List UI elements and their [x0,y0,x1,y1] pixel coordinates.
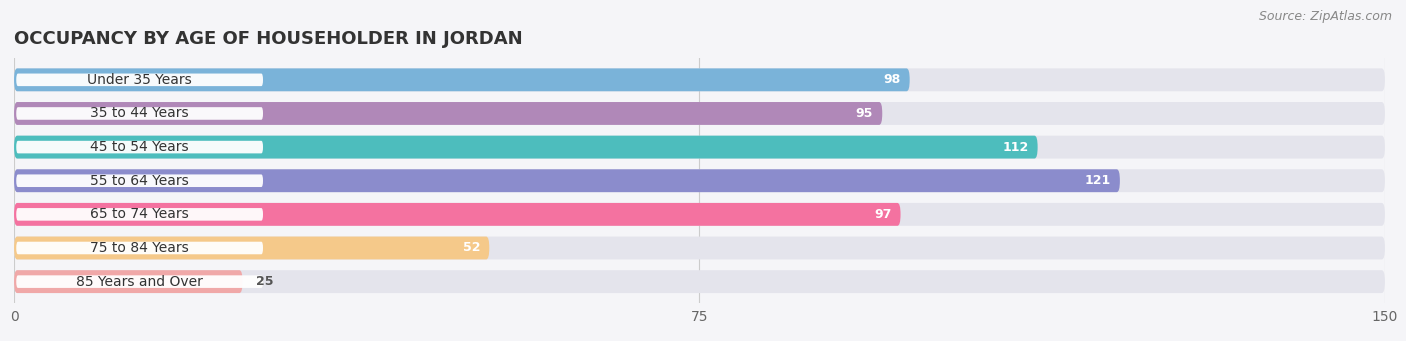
Text: 85 Years and Over: 85 Years and Over [76,275,202,288]
FancyBboxPatch shape [17,208,263,221]
FancyBboxPatch shape [14,237,1385,260]
FancyBboxPatch shape [14,270,243,293]
Text: 95: 95 [856,107,873,120]
FancyBboxPatch shape [14,270,1385,293]
Text: 45 to 54 Years: 45 to 54 Years [90,140,188,154]
FancyBboxPatch shape [14,69,1385,91]
Text: 112: 112 [1002,140,1029,153]
FancyBboxPatch shape [14,203,901,226]
Text: 55 to 64 Years: 55 to 64 Years [90,174,188,188]
Text: 121: 121 [1084,174,1111,187]
Text: 65 to 74 Years: 65 to 74 Years [90,207,188,221]
FancyBboxPatch shape [14,136,1385,159]
FancyBboxPatch shape [14,203,1385,226]
Text: 35 to 44 Years: 35 to 44 Years [90,106,188,120]
Text: 98: 98 [883,73,901,86]
FancyBboxPatch shape [14,69,910,91]
Text: 52: 52 [463,241,481,254]
FancyBboxPatch shape [17,175,263,187]
Text: 25: 25 [256,275,274,288]
Text: OCCUPANCY BY AGE OF HOUSEHOLDER IN JORDAN: OCCUPANCY BY AGE OF HOUSEHOLDER IN JORDA… [14,30,523,48]
Text: Under 35 Years: Under 35 Years [87,73,193,87]
FancyBboxPatch shape [14,169,1385,192]
FancyBboxPatch shape [17,275,263,288]
FancyBboxPatch shape [14,102,1385,125]
FancyBboxPatch shape [14,136,1038,159]
FancyBboxPatch shape [14,169,1121,192]
FancyBboxPatch shape [14,237,489,260]
FancyBboxPatch shape [17,107,263,120]
FancyBboxPatch shape [17,242,263,254]
FancyBboxPatch shape [17,141,263,153]
FancyBboxPatch shape [17,74,263,86]
Text: Source: ZipAtlas.com: Source: ZipAtlas.com [1258,10,1392,23]
Text: 75 to 84 Years: 75 to 84 Years [90,241,188,255]
Text: 97: 97 [875,208,891,221]
FancyBboxPatch shape [14,102,883,125]
